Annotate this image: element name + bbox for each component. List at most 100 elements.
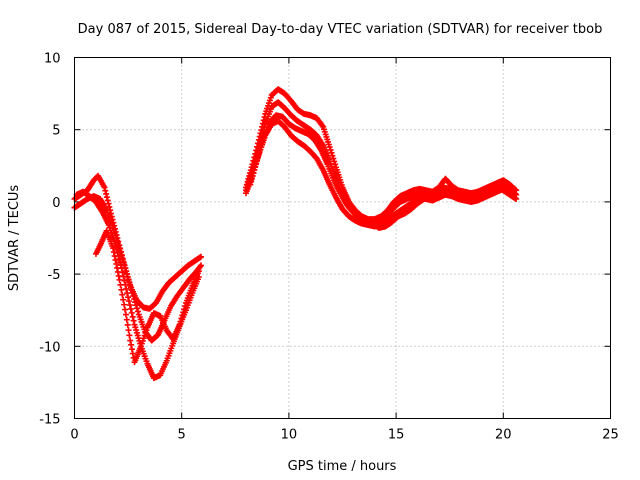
data-point	[129, 313, 136, 320]
data-point	[103, 194, 110, 201]
data-point	[132, 299, 139, 306]
data-point	[121, 277, 128, 284]
data-point	[113, 260, 120, 267]
data-point	[127, 337, 134, 344]
data-point	[128, 346, 135, 353]
data-point	[103, 190, 110, 197]
data-point	[326, 144, 333, 151]
grid	[74, 57, 611, 419]
data-point	[110, 245, 117, 252]
data-point	[197, 263, 204, 270]
data-point	[110, 249, 117, 256]
x-tick-label: 15	[388, 428, 405, 443]
data-point	[101, 184, 108, 191]
data-point	[133, 302, 140, 309]
y-axis-label: SDTVAR / TECUs	[7, 185, 22, 292]
data-point	[125, 327, 132, 334]
x-tick-label: 10	[281, 428, 298, 443]
data-point	[130, 317, 137, 324]
data-point	[251, 167, 258, 174]
series-track-1	[71, 172, 204, 312]
data-point	[123, 316, 130, 323]
x-tick-label: 0	[70, 428, 78, 443]
data-point	[119, 291, 126, 298]
y-tick-label: -10	[39, 340, 60, 355]
data-point	[104, 197, 111, 204]
data-point	[256, 149, 263, 156]
data-point	[179, 312, 186, 319]
data-point	[118, 286, 125, 293]
data-points	[71, 86, 520, 382]
data-point	[178, 315, 185, 322]
data-point	[247, 181, 254, 188]
data-point	[112, 257, 119, 264]
data-point	[117, 281, 124, 288]
data-point	[130, 292, 137, 299]
data-point	[181, 306, 188, 313]
x-axis: 0 5 10 15 20 25	[70, 57, 619, 443]
data-point	[258, 141, 265, 148]
y-tick-label: 5	[52, 124, 60, 139]
data-point	[250, 170, 257, 177]
data-point	[120, 296, 127, 303]
y-tick-label: 10	[44, 52, 61, 67]
data-point	[125, 294, 132, 301]
data-point	[328, 149, 335, 156]
series-track-7	[243, 118, 520, 230]
data-point	[122, 311, 129, 318]
data-point	[117, 259, 124, 266]
data-point	[177, 318, 184, 325]
data-point	[102, 187, 109, 194]
data-point	[259, 138, 266, 145]
data-point	[105, 200, 112, 207]
data-point	[114, 264, 121, 271]
y-tick-label: 0	[52, 196, 60, 211]
data-point	[116, 276, 123, 283]
data-point	[114, 249, 121, 256]
data-point	[117, 262, 124, 269]
data-point	[197, 253, 204, 260]
x-tick-label: 20	[495, 428, 512, 443]
data-point	[253, 158, 260, 165]
data-point	[511, 194, 518, 201]
data-point	[252, 161, 259, 168]
data-point	[115, 272, 122, 279]
chart-title: Day 087 of 2015, Sidereal Day-to-day VTE…	[78, 22, 603, 37]
data-point	[128, 309, 135, 316]
series-track-4	[92, 227, 202, 366]
data-point	[248, 175, 255, 182]
data-point	[116, 256, 123, 263]
y-tick-label: -15	[39, 413, 60, 428]
data-point	[197, 262, 204, 269]
data-point	[119, 255, 126, 262]
data-point	[255, 152, 262, 159]
series-track-8	[247, 112, 518, 231]
data-point	[134, 308, 141, 315]
data-point	[126, 298, 133, 305]
y-tick-label: -5	[48, 268, 61, 283]
data-point	[122, 306, 129, 313]
data-point	[252, 164, 259, 171]
data-point	[114, 268, 121, 275]
data-point	[111, 253, 118, 260]
data-point	[329, 152, 336, 159]
x-tick-label: 25	[602, 428, 619, 443]
data-point	[128, 341, 135, 348]
data-point	[124, 321, 131, 328]
data-point	[256, 146, 263, 153]
data-point	[249, 172, 256, 179]
data-point	[327, 146, 334, 153]
data-point	[121, 301, 128, 308]
data-point	[120, 258, 127, 265]
y-axis: -15 -10 -5 0 5 10	[39, 52, 611, 428]
data-point	[176, 321, 183, 328]
x-axis-label: GPS time / hours	[288, 459, 397, 474]
data-point	[126, 302, 133, 309]
data-point	[123, 285, 130, 292]
data-point	[127, 305, 134, 312]
data-point	[257, 144, 264, 151]
data-point	[124, 290, 131, 297]
data-point	[131, 296, 138, 303]
data-point	[182, 303, 189, 310]
